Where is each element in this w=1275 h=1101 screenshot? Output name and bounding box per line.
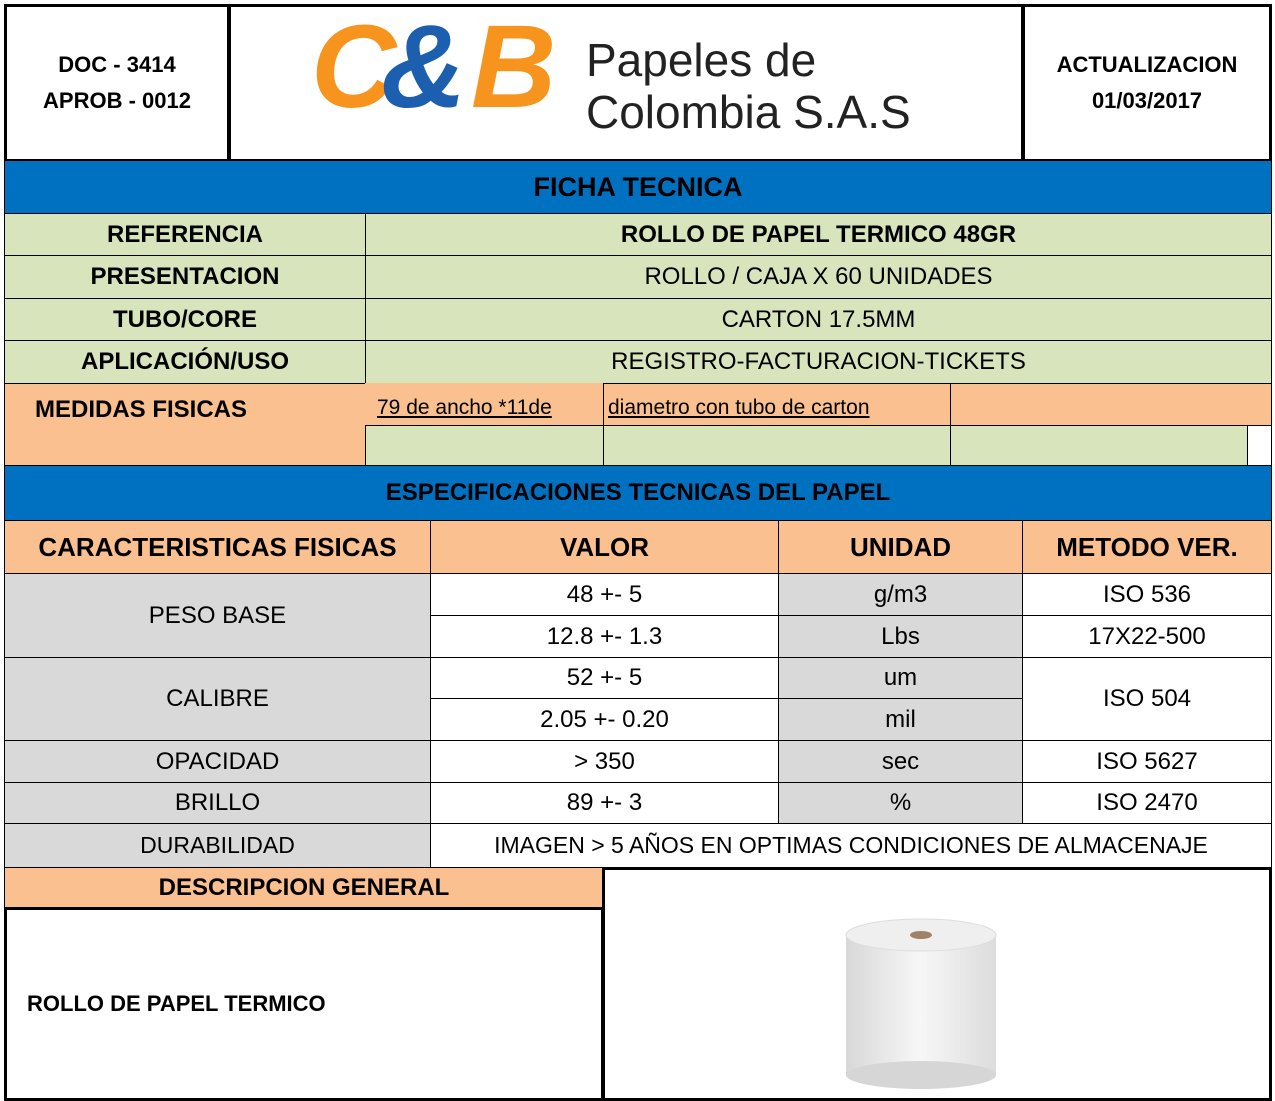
unit: um xyxy=(778,657,1023,699)
row-label: REFERENCIA xyxy=(4,213,366,256)
row-label: TUBO/CORE xyxy=(4,298,366,341)
method: ISO 5627 xyxy=(1022,740,1272,783)
measure-text: 79 de ancho *11de xyxy=(365,383,604,426)
update-box: ACTUALIZACION 01/03/2017 xyxy=(1022,4,1272,162)
section-title: ESPECIFICACIONES TECNICAS DEL PAPEL xyxy=(4,465,1272,521)
column-header: VALOR xyxy=(430,520,779,574)
property: PESO BASE xyxy=(4,573,431,658)
doc-code: DOC - 3414 xyxy=(58,52,176,77)
unit: mil xyxy=(778,698,1023,741)
column-header: METODO VER. xyxy=(1022,520,1272,574)
image-box xyxy=(602,867,1272,1101)
row-value: REGISTRO-FACTURACION-TICKETS xyxy=(365,340,1272,384)
logo-box: C & B Papeles de Colombia S.A.S xyxy=(228,1,1024,162)
logo-line1: Papeles de xyxy=(586,34,817,86)
doc-box: DOC - 3414 APROB - 0012 xyxy=(4,4,230,162)
measure-text: diametro con tubo de carton xyxy=(603,383,951,426)
empty-cell xyxy=(365,425,604,466)
unit: sec xyxy=(778,740,1023,783)
empty-cell xyxy=(950,425,1248,466)
logo-b: B xyxy=(471,1,557,133)
value: > 350 xyxy=(430,740,779,783)
row-value: ROLLO DE PAPEL TERMICO 48GR xyxy=(365,213,1272,256)
row-label: MEDIDAS FISICAS xyxy=(4,383,366,466)
column-header: UNIDAD xyxy=(778,520,1023,574)
paper-roll-image xyxy=(845,918,997,1089)
value: 48 +- 5 xyxy=(430,573,779,616)
value: IMAGEN > 5 AÑOS EN OPTIMAS CONDICIONES D… xyxy=(430,823,1272,868)
unit: g/m3 xyxy=(778,573,1023,616)
logo-line2: Colombia S.A.S xyxy=(586,86,911,138)
value: 52 +- 5 xyxy=(430,657,779,699)
value: 12.8 +- 1.3 xyxy=(430,615,779,658)
section-header: DESCRIPCION GENERAL xyxy=(4,867,604,908)
approval-code: APROB - 0012 xyxy=(43,88,191,113)
empty-cell xyxy=(603,425,951,466)
row-label: PRESENTACION xyxy=(4,255,366,299)
row-label: APLICACIÓN/USO xyxy=(4,340,366,384)
property: OPACIDAD xyxy=(4,740,431,783)
update-date: 01/03/2017 xyxy=(1091,88,1203,113)
update-label: ACTUALIZACION xyxy=(1056,52,1238,77)
column-header: CARACTERISTICAS FISICAS xyxy=(4,520,431,574)
property: CALIBRE xyxy=(4,657,431,741)
method: 17X22-500 xyxy=(1022,615,1272,658)
method: ISO 2470 xyxy=(1022,782,1272,824)
section-title: FICHA TECNICA xyxy=(4,160,1272,214)
value: 2.05 +- 0.20 xyxy=(430,698,779,741)
property: BRILLO xyxy=(4,782,431,824)
method: ISO 504 xyxy=(1022,657,1272,741)
method: ISO 536 xyxy=(1022,573,1272,616)
row-value: ROLLO / CAJA X 60 UNIDADES xyxy=(365,255,1272,299)
unit: Lbs xyxy=(778,615,1023,658)
value: 89 +- 3 xyxy=(430,782,779,824)
property: DURABILIDAD xyxy=(4,823,431,868)
empty-cell xyxy=(1247,425,1272,466)
logo-amp: & xyxy=(381,1,467,133)
row-value: CARTON 17.5MM xyxy=(365,298,1272,341)
unit: % xyxy=(778,782,1023,824)
logo-c: C xyxy=(311,1,397,133)
description-text: ROLLO DE PAPEL TERMICO xyxy=(4,907,604,1101)
